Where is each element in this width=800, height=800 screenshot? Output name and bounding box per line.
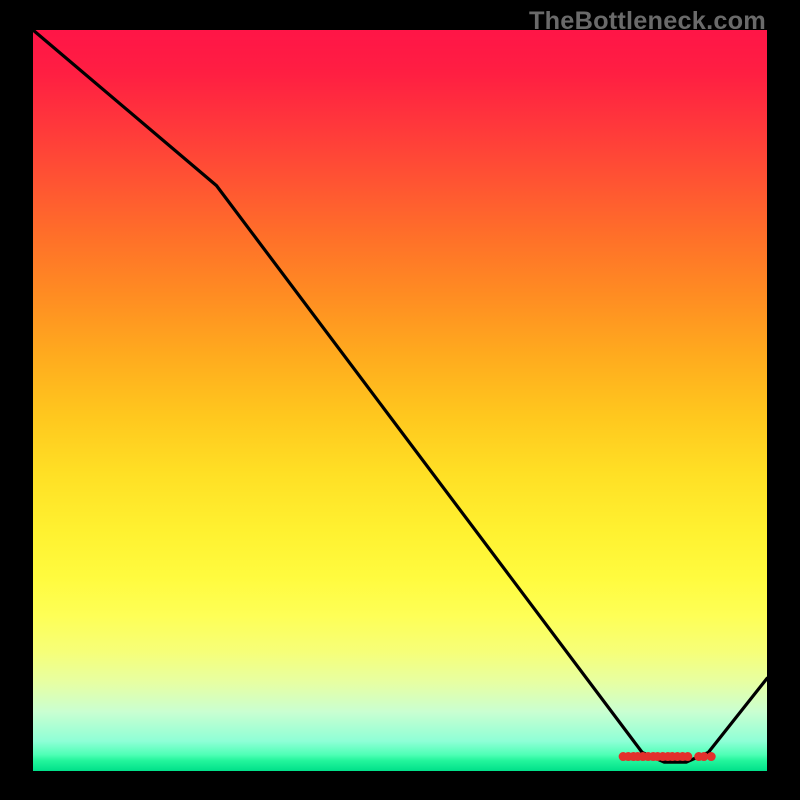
bottleneck-curve-chart xyxy=(33,30,767,771)
marker-group xyxy=(619,753,715,761)
data-marker xyxy=(684,753,692,761)
data-marker xyxy=(700,753,708,761)
chart-canvas: TheBottleneck.com xyxy=(0,0,800,800)
plot-background xyxy=(33,30,767,771)
data-marker xyxy=(707,753,715,761)
